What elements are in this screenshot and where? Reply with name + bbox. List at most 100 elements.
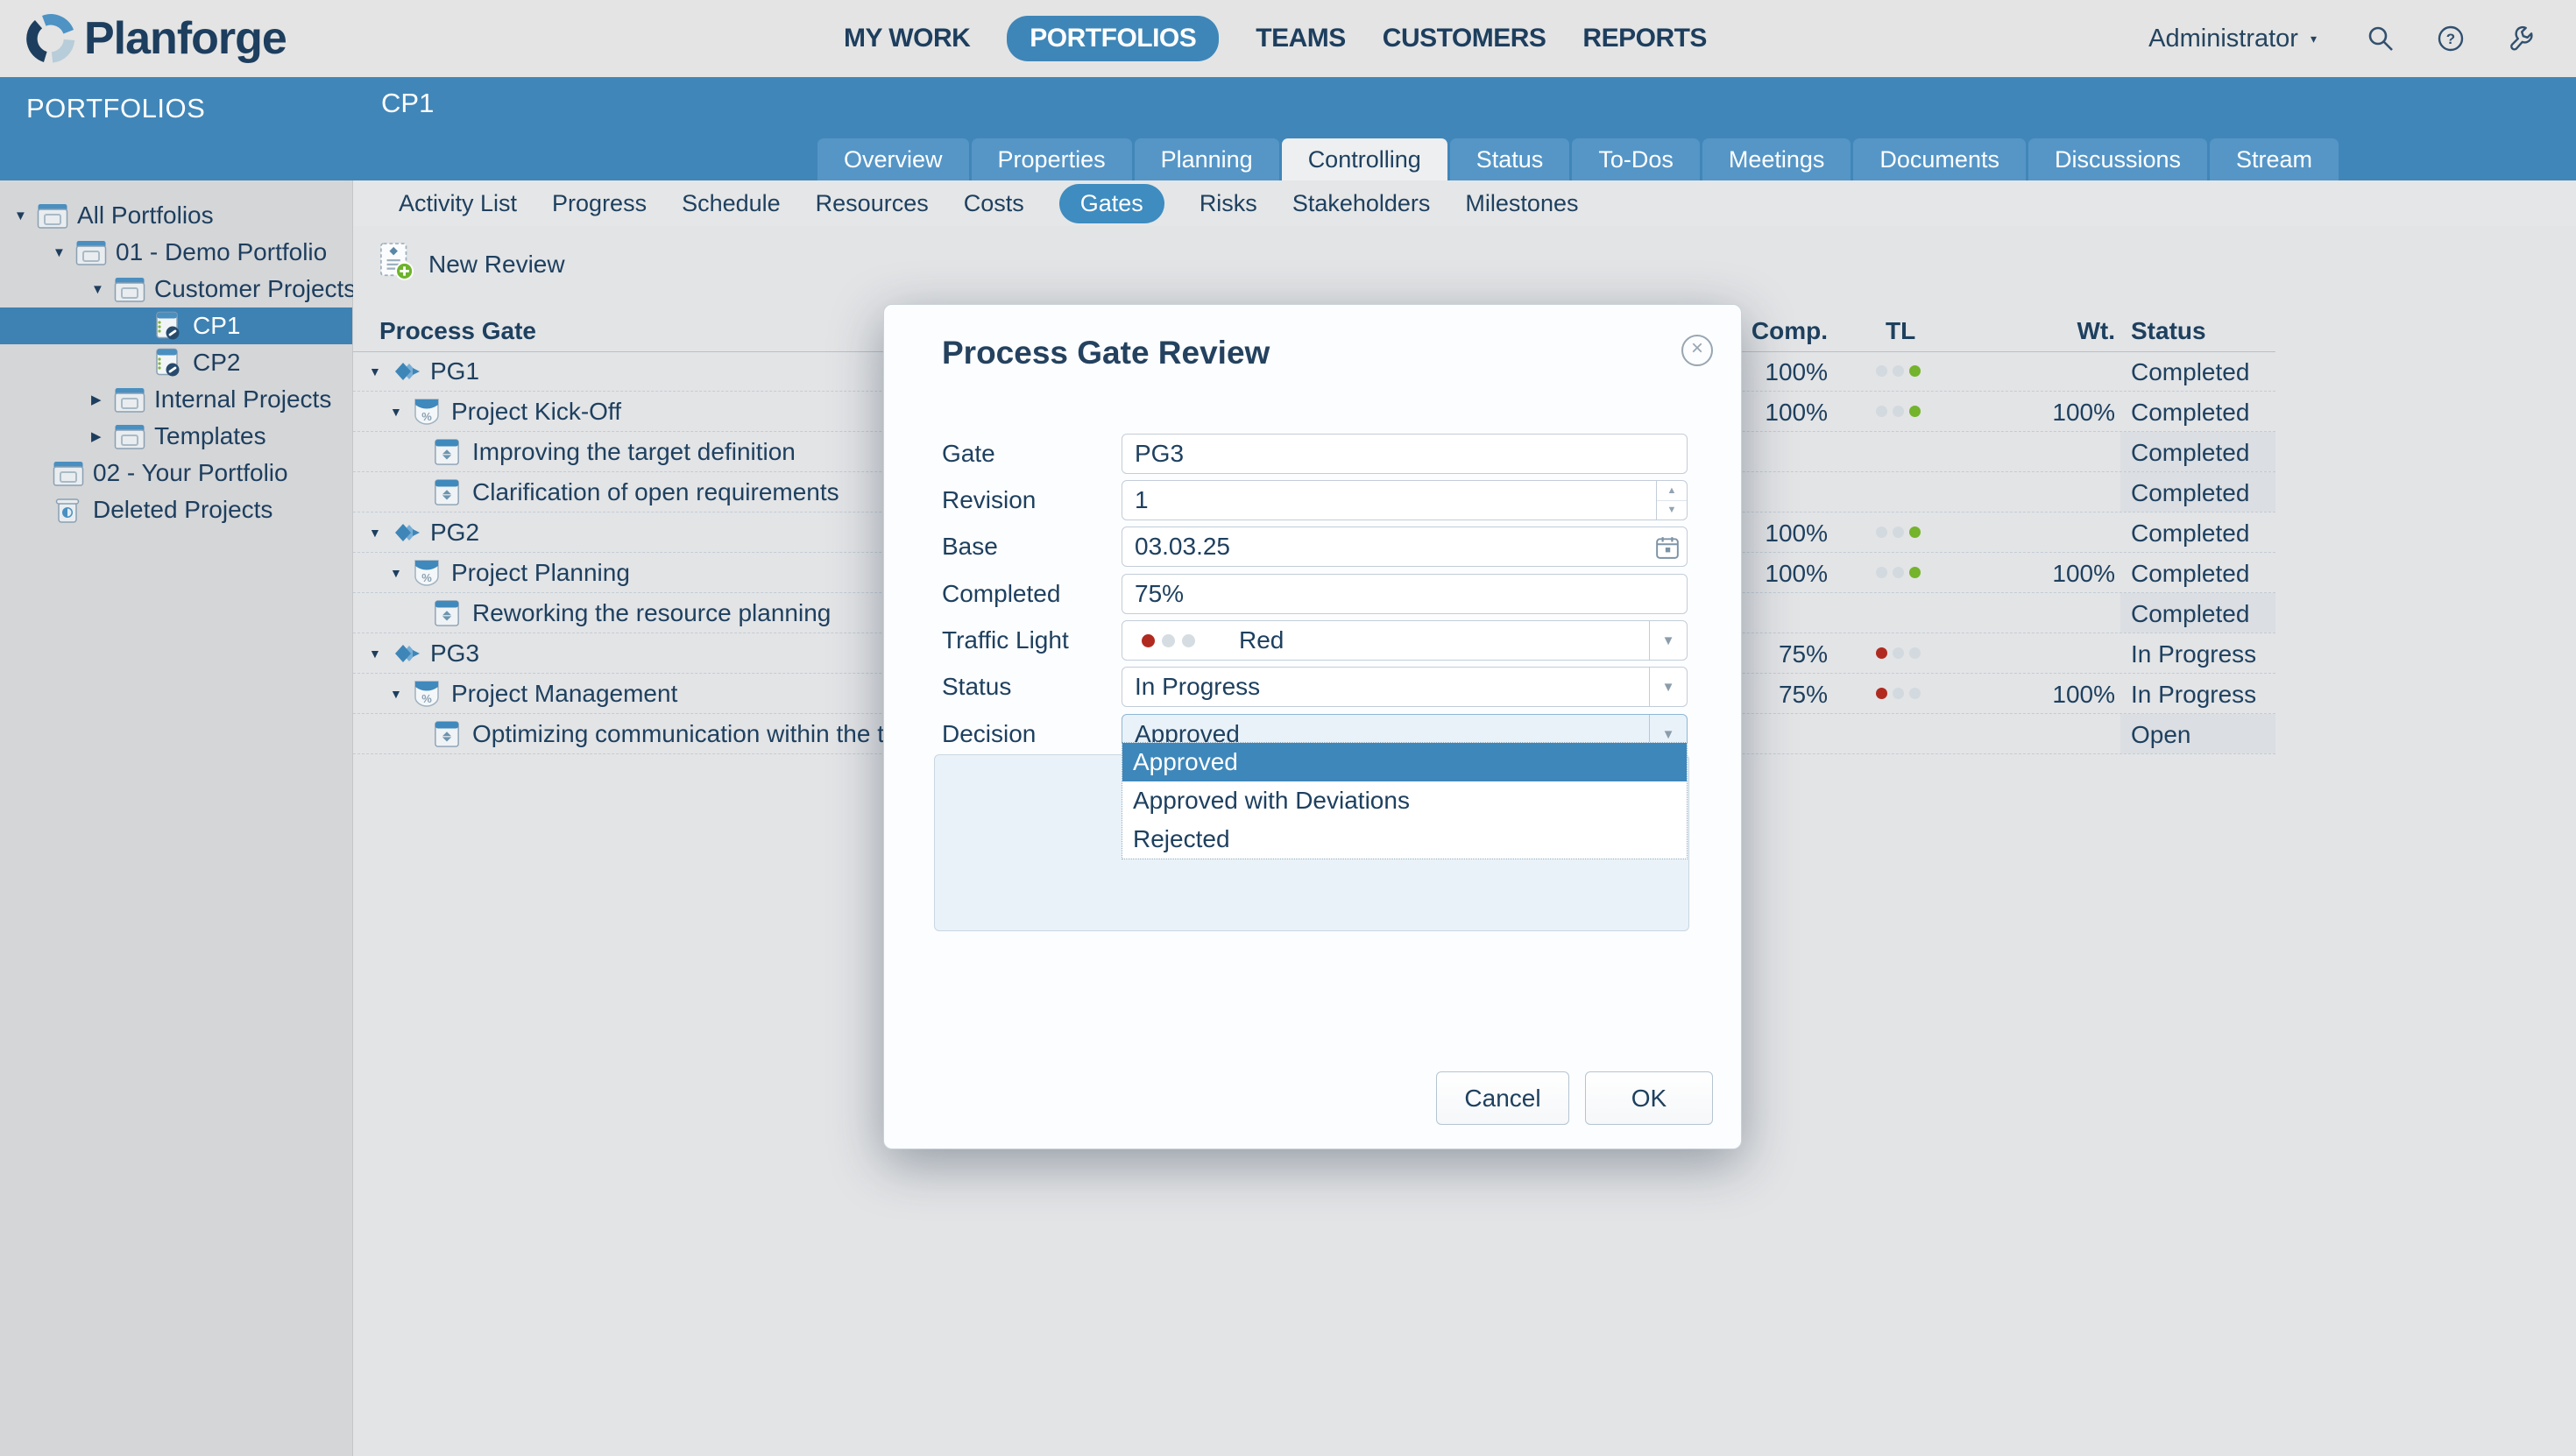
subtab-costs[interactable]: Costs xyxy=(963,189,1024,216)
folder-icon xyxy=(114,274,145,304)
tab-overview[interactable]: Overview xyxy=(817,138,969,180)
search-icon[interactable] xyxy=(2366,24,2396,53)
completion-value: 75% xyxy=(1778,640,1828,668)
subtab-progress[interactable]: Progress xyxy=(552,189,648,216)
row-label: Improving the target definition xyxy=(472,437,796,465)
row-label: PG2 xyxy=(430,518,480,546)
sidebar-item-all-portfolios[interactable]: ▼ All Portfolios xyxy=(0,197,352,234)
gate-input[interactable] xyxy=(1122,434,1688,474)
subtab-schedule[interactable]: Schedule xyxy=(682,189,781,216)
sidebar-item-templates[interactable]: ▶ Templates xyxy=(0,418,352,455)
column-tl: TL xyxy=(1886,317,1916,344)
admin-wrench-icon[interactable] xyxy=(2506,24,2536,53)
decision-dropdown-icon[interactable]: ▼ xyxy=(1649,715,1687,753)
subtab-gates[interactable]: Gates xyxy=(1058,183,1164,223)
column-process-gate: Process Gate xyxy=(379,317,536,344)
row-tree-cell: ▼% Project Kick-Off xyxy=(353,392,621,431)
new-review-button[interactable]: New Review xyxy=(379,242,565,286)
tree-item-label: 01 - Demo Portfolio xyxy=(116,238,328,265)
caret-down-icon[interactable]: ▼ xyxy=(14,208,27,223)
tree-item-label: Customer Projects xyxy=(154,275,357,302)
caret-right-icon[interactable]: ▶ xyxy=(91,392,102,407)
traffic-light-green-icon xyxy=(1876,406,1921,417)
topnav-item-customers[interactable]: CUSTOMERS xyxy=(1382,24,1546,53)
row-label: Project Planning xyxy=(451,558,630,586)
caret-down-icon[interactable]: ▼ xyxy=(390,404,402,419)
svg-text:?: ? xyxy=(2446,31,2455,47)
status-combo[interactable]: In Progress ▼ xyxy=(1122,667,1688,707)
tab-properties[interactable]: Properties xyxy=(971,138,1132,180)
traffic-light-combo[interactable]: Red ▼ xyxy=(1122,620,1688,661)
calendar-icon[interactable] xyxy=(1655,535,1680,560)
decision-option-approved[interactable]: Approved xyxy=(1122,743,1687,781)
user-menu[interactable]: Administrator xyxy=(2148,24,2298,53)
sidebar-item-01-demo-portfolio[interactable]: ▼ 01 - Demo Portfolio xyxy=(0,234,352,271)
completion-value: 100% xyxy=(1765,399,1828,426)
ok-button[interactable]: OK xyxy=(1585,1071,1713,1125)
folder-icon xyxy=(53,458,84,488)
tab-status[interactable]: Status xyxy=(1449,138,1570,180)
topnav-item-reports[interactable]: REPORTS xyxy=(1582,24,1707,53)
traffic-light-dots xyxy=(1142,633,1195,647)
tab-stream[interactable]: Stream xyxy=(2210,138,2339,180)
table-row-project-management[interactable]: ▼% Project Management 75% 100% In Progress xyxy=(353,674,2275,714)
caret-down-icon[interactable]: ▼ xyxy=(369,646,381,661)
base-label: Base xyxy=(942,533,998,560)
tab-to-dos[interactable]: To-Dos xyxy=(1572,138,1700,180)
caret-down-icon[interactable]: ▼ xyxy=(53,244,66,260)
sidebar-item-cp1[interactable]: CP1 xyxy=(0,307,352,344)
decision-option-approved-with-deviations[interactable]: Approved with Deviations xyxy=(1133,787,1410,814)
row-tree-cell: ▼ PG2 xyxy=(353,512,479,552)
status-value: Completed xyxy=(2131,399,2250,426)
help-icon[interactable]: ? xyxy=(2436,24,2466,53)
traffic-light-value: Red xyxy=(1239,626,1284,654)
process-gate-table: ▼ PG1 100% Completed ▼% Project Kick-Off 100% 1… xyxy=(353,351,2275,754)
revision-value[interactable]: 1 xyxy=(1135,486,1149,513)
sidebar-item-02-your-portfolio[interactable]: 02 - Your Portfolio xyxy=(0,455,352,491)
sidebar-item-cp2[interactable]: CP2 xyxy=(0,344,352,381)
caret-down-icon[interactable]: ▼ xyxy=(369,364,381,378)
topnav-item-my-work[interactable]: MY WORK xyxy=(844,24,971,53)
caret-down-icon[interactable]: ▼ xyxy=(390,565,402,580)
row-tree-cell: Improving the target definition xyxy=(353,432,796,471)
tab-planning[interactable]: Planning xyxy=(1134,138,1279,180)
subtab-risks[interactable]: Risks xyxy=(1199,189,1257,216)
topnav-item-portfolios[interactable]: PORTFOLIOS xyxy=(1007,16,1220,61)
tab-discussions[interactable]: Discussions xyxy=(2028,138,2208,180)
caret-down-icon[interactable]: ▼ xyxy=(390,686,402,701)
decision-option-rejected[interactable]: Rejected xyxy=(1133,825,1230,852)
row-label: Project Kick-Off xyxy=(451,397,621,425)
sidebar-item-customer-projects[interactable]: ▼ Customer Projects xyxy=(0,271,356,307)
table-row-pg1[interactable]: ▼ PG1 100% Completed xyxy=(353,351,2275,392)
page-title: CP1 xyxy=(381,88,435,118)
sidebar-item-internal-projects[interactable]: ▶ Internal Projects xyxy=(0,381,352,418)
table-row-optimizing-communication-within-the-team[interactable]: Optimizing communication within the team… xyxy=(353,714,2275,754)
row-tree-cell: Clarification of open requirements xyxy=(353,472,839,512)
close-icon[interactable]: × xyxy=(1681,335,1713,366)
revision-up-icon[interactable]: ▲ xyxy=(1657,481,1687,501)
user-menu-caret-icon: ▾ xyxy=(2310,31,2317,46)
caret-down-icon[interactable]: ▼ xyxy=(369,525,381,540)
tab-documents[interactable]: Documents xyxy=(1853,138,2026,180)
table-row-reworking-the-resource-planning[interactable]: Reworking the resource planning Completed xyxy=(353,593,2275,633)
row-label: Reworking the resource planning xyxy=(472,598,832,626)
completed-input[interactable] xyxy=(1122,574,1688,614)
subtab-resources[interactable]: Resources xyxy=(815,189,929,216)
subtab-activity-list[interactable]: Activity List xyxy=(399,189,518,216)
traffic-light-dropdown-icon[interactable]: ▼ xyxy=(1649,621,1687,660)
base-date-value[interactable]: 03.03.25 xyxy=(1135,533,1230,560)
sidebar-item-deleted-projects[interactable]: Deleted Projects xyxy=(0,491,352,528)
traffic-light-green-icon xyxy=(1876,567,1921,578)
subtab-stakeholders[interactable]: Stakeholders xyxy=(1292,189,1431,216)
status-dropdown-icon[interactable]: ▼ xyxy=(1649,668,1687,706)
tab-meetings[interactable]: Meetings xyxy=(1702,138,1851,180)
subtab-milestones[interactable]: Milestones xyxy=(1465,189,1579,216)
svg-text:%: % xyxy=(421,692,432,705)
cancel-button[interactable]: Cancel xyxy=(1436,1071,1569,1125)
caret-down-icon[interactable]: ▼ xyxy=(91,281,104,297)
caret-right-icon[interactable]: ▶ xyxy=(91,429,102,444)
topnav-item-teams[interactable]: TEAMS xyxy=(1256,24,1346,53)
tab-controlling[interactable]: Controlling xyxy=(1281,138,1447,180)
user-area: Administrator ▾ ? xyxy=(2148,0,2576,77)
revision-down-icon[interactable]: ▼ xyxy=(1667,505,1677,516)
